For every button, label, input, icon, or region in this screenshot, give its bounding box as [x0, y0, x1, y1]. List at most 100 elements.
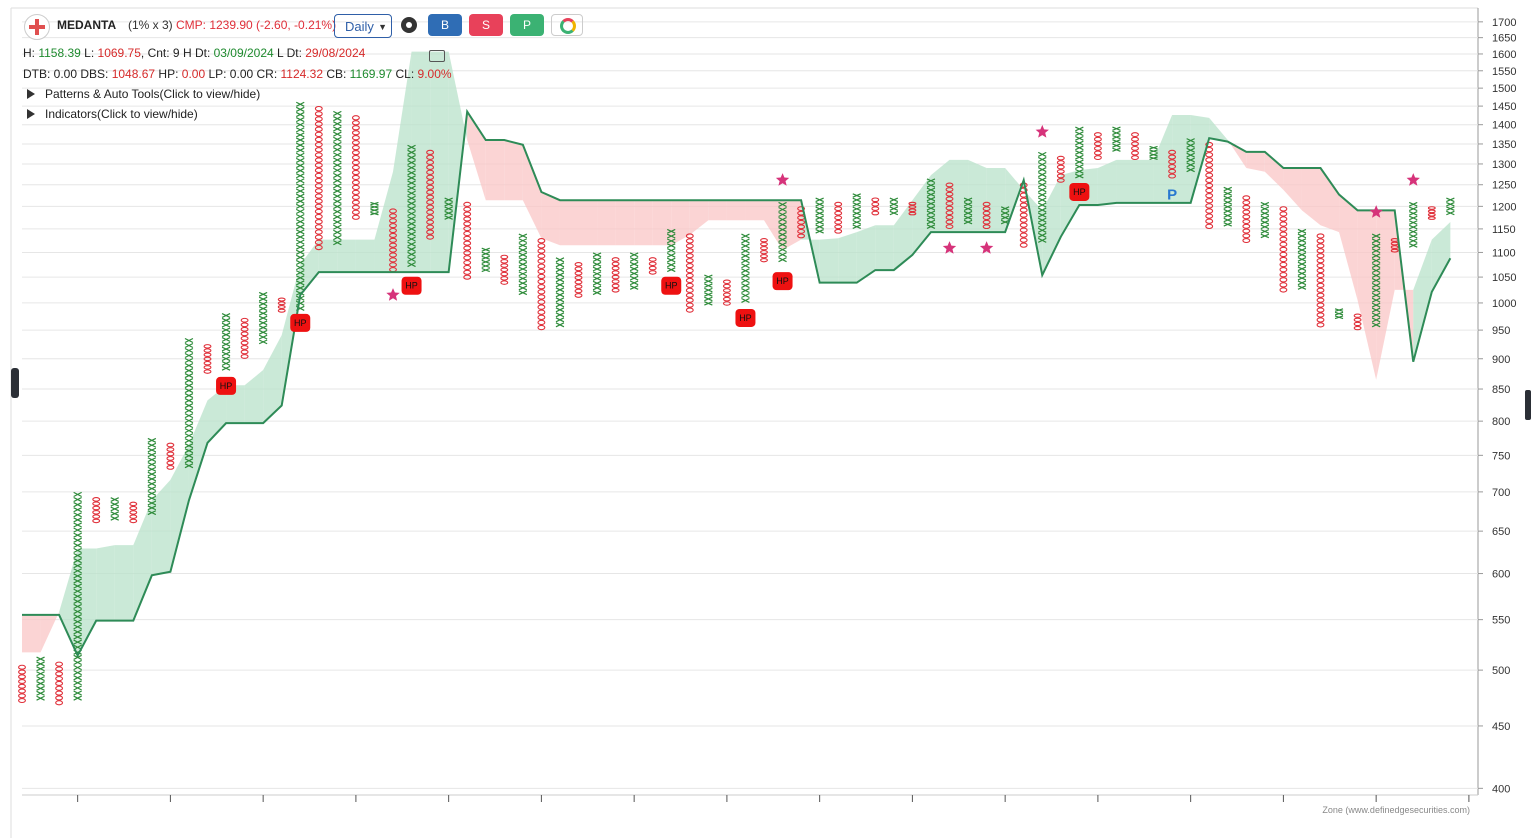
- x-box: [73, 527, 82, 533]
- star-marker: [386, 288, 400, 301]
- x-box: [555, 322, 565, 328]
- x-box: [629, 261, 639, 267]
- x-box: [1075, 173, 1084, 179]
- x-box: [407, 144, 416, 150]
- x-box: [778, 252, 787, 258]
- x-box: [1371, 317, 1381, 323]
- y-tick-label: 1050: [1492, 272, 1516, 284]
- pnf-column: [1371, 233, 1381, 328]
- pnf-column: [574, 262, 583, 298]
- o-box: [945, 219, 954, 225]
- x-box: [295, 244, 305, 250]
- settings[interactable]: [401, 17, 417, 33]
- pnf-column: [184, 337, 194, 469]
- x-box: [518, 276, 528, 281]
- o-box: [426, 149, 435, 156]
- x-box: [221, 313, 231, 318]
- y-tick-label: 1650: [1492, 33, 1516, 45]
- o-box: [166, 456, 175, 461]
- x-box: [73, 496, 82, 503]
- patterns-toggle[interactable]: Patterns & Auto Tools(Click to view/hide…: [27, 87, 260, 101]
- x-box: [333, 147, 342, 153]
- x-box: [555, 282, 565, 288]
- o-box: [314, 121, 323, 127]
- o-box: [463, 206, 472, 212]
- o-box: [351, 140, 360, 146]
- x-box: [1037, 197, 1047, 203]
- pnf-column: [1149, 145, 1158, 160]
- indicators-toggle[interactable]: Indicators(Click to view/hide): [27, 107, 198, 121]
- o-box: [1427, 216, 1436, 220]
- x-box: [778, 201, 787, 208]
- x-box: [1075, 168, 1084, 174]
- o-box: [945, 214, 954, 220]
- o-box: [1279, 266, 1288, 273]
- o-box: [982, 201, 991, 207]
- sell-button[interactable]: S: [469, 14, 503, 36]
- side-tab[interactable]: [11, 368, 19, 398]
- x-box: [1260, 220, 1270, 225]
- x-box: [147, 490, 157, 496]
- x-box: [407, 251, 416, 257]
- o-box: [351, 149, 360, 156]
- x-box: [704, 301, 713, 306]
- x-box: [110, 515, 120, 521]
- chart-button[interactable]: [551, 14, 583, 36]
- o-box: [203, 360, 212, 366]
- o-box: [166, 451, 175, 457]
- x-box: [852, 224, 861, 229]
- o-box: [1168, 173, 1177, 179]
- pnf-column: [389, 208, 397, 273]
- x-box: [184, 388, 194, 394]
- cloud-fill: [1357, 210, 1377, 380]
- o-box: [1279, 211, 1288, 217]
- pnf-column: [722, 279, 731, 306]
- o-box: [18, 674, 26, 680]
- cloud-fill: [318, 239, 338, 273]
- o-box: [426, 154, 435, 160]
- x-box: [1075, 154, 1084, 160]
- star-marker: [1369, 205, 1383, 218]
- x-box: [852, 206, 861, 212]
- cloud-fill: [652, 200, 672, 246]
- p-button[interactable]: P: [510, 14, 544, 36]
- x-box: [333, 157, 342, 163]
- pnf-column: [704, 274, 713, 306]
- x-box: [110, 501, 120, 507]
- o-box: [611, 257, 620, 262]
- o-box: [426, 194, 435, 200]
- x-box: [333, 203, 342, 210]
- o-box: [1242, 228, 1251, 234]
- o-box: [1279, 246, 1288, 253]
- x-box: [258, 325, 268, 331]
- o-box: [1205, 152, 1214, 158]
- o-box: [648, 257, 657, 262]
- x-box: [1037, 182, 1047, 188]
- o-box: [1427, 212, 1436, 217]
- cloud-fill: [708, 200, 727, 221]
- o-box: [1279, 272, 1288, 278]
- x-box: [741, 273, 750, 279]
- x-box: [926, 224, 936, 229]
- o-box: [314, 136, 323, 143]
- x-box: [666, 267, 676, 273]
- cloud-fill: [726, 200, 746, 221]
- o-box: [92, 518, 101, 524]
- x-box: [666, 257, 676, 263]
- buy-button[interactable]: B: [428, 14, 462, 36]
- comment-icon[interactable]: [429, 50, 445, 62]
- x-box: [295, 275, 305, 281]
- x-box: [36, 685, 45, 691]
- timeframe-select[interactable]: Daily ▼: [334, 14, 392, 38]
- o-box: [648, 261, 657, 267]
- y-tick-label: 450: [1492, 721, 1510, 733]
- x-box: [1037, 192, 1047, 198]
- o-box: [574, 275, 583, 281]
- o-box: [1316, 282, 1325, 288]
- o-box: [574, 262, 583, 267]
- x-box: [407, 180, 416, 186]
- side-tab[interactable]: [1525, 390, 1531, 420]
- x-box: [629, 257, 639, 262]
- x-box: [1409, 220, 1418, 225]
